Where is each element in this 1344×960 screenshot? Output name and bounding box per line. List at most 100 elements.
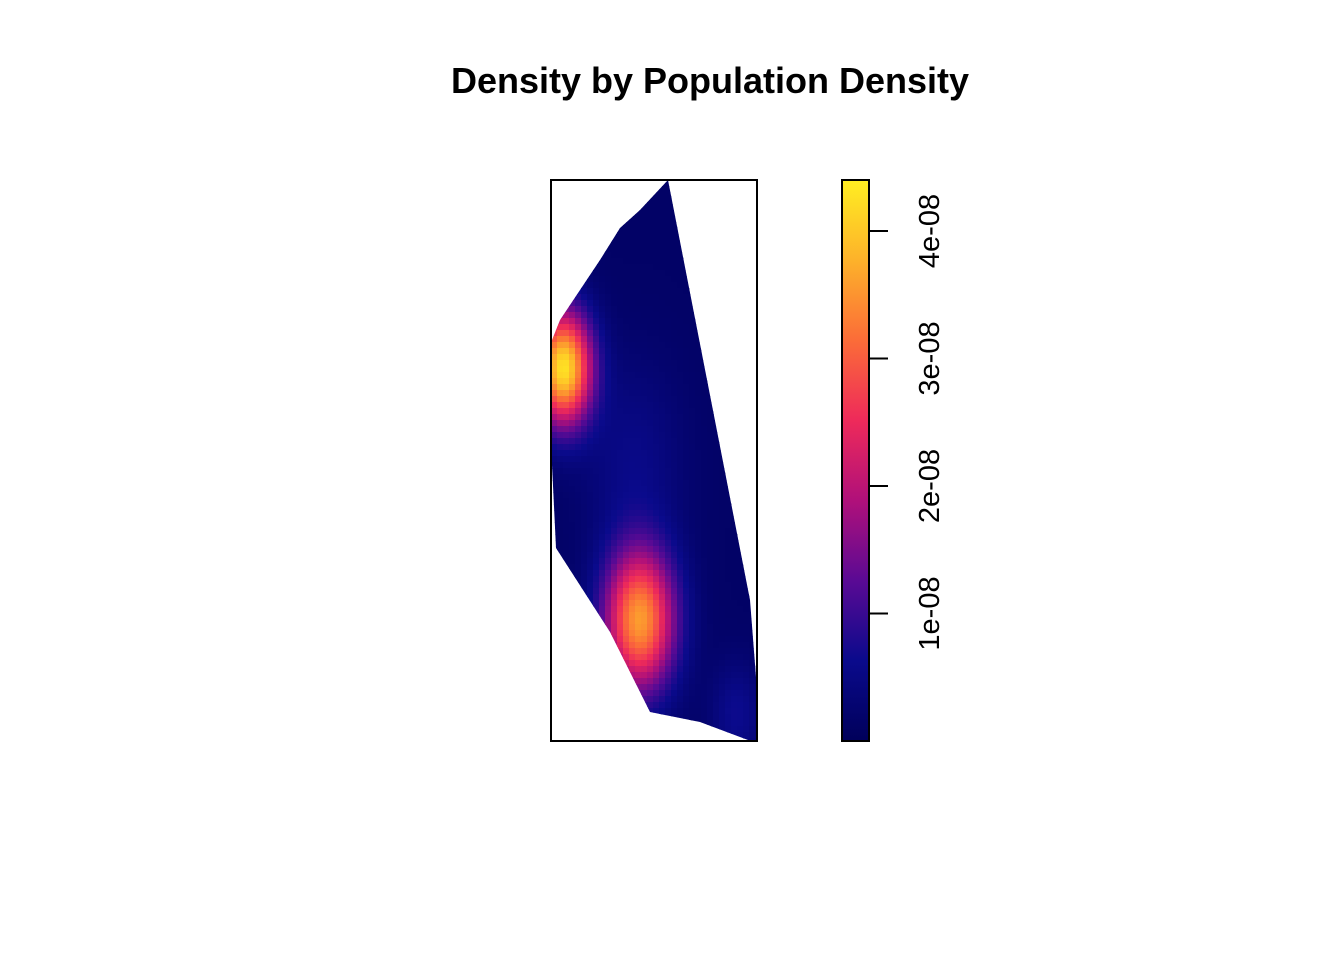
heatmap-cell xyxy=(749,522,756,529)
heatmap-cell xyxy=(659,426,666,433)
heatmap-cell xyxy=(665,300,672,307)
heatmap-cell xyxy=(641,288,648,295)
heatmap-cell xyxy=(599,666,606,673)
heatmap-cell xyxy=(701,360,708,367)
heatmap-cell xyxy=(725,282,732,289)
heatmap-cell xyxy=(671,678,678,685)
heatmap-cell xyxy=(569,492,576,499)
heatmap-cell xyxy=(552,420,558,427)
heatmap-cell xyxy=(719,240,726,247)
heatmap-cell xyxy=(599,570,606,577)
heatmap-cell xyxy=(575,528,582,535)
heatmap-cell xyxy=(599,588,606,595)
heatmap-cell xyxy=(563,366,570,373)
heatmap-cell xyxy=(677,618,684,625)
heatmap-cell xyxy=(743,192,750,199)
heatmap-cell xyxy=(617,402,624,409)
heatmap-cell xyxy=(635,648,642,655)
heatmap-cell xyxy=(581,246,588,253)
heatmap-cell xyxy=(641,384,648,391)
heatmap-cell xyxy=(641,324,648,331)
heatmap-cell xyxy=(599,426,606,433)
heatmap-cell xyxy=(713,480,720,487)
heatmap-cell xyxy=(599,432,606,439)
heatmap-cell xyxy=(725,348,732,355)
heatmap-cell xyxy=(587,594,594,601)
heatmap-cell xyxy=(647,402,654,409)
heatmap-cell xyxy=(695,654,702,661)
heatmap-cell xyxy=(707,504,714,511)
heatmap-cell xyxy=(725,588,732,595)
heatmap-cell xyxy=(725,624,732,631)
heatmap-cell xyxy=(575,564,582,571)
heatmap-cell xyxy=(611,426,618,433)
heatmap-cell xyxy=(707,186,714,193)
heatmap-cell xyxy=(749,240,756,247)
heatmap-cell xyxy=(569,528,576,535)
heatmap-cell xyxy=(575,654,582,661)
heatmap-cell xyxy=(755,732,757,739)
heatmap-cell xyxy=(659,582,666,589)
heatmap-cell xyxy=(707,552,714,559)
heatmap-cell xyxy=(599,222,606,229)
heatmap-cell xyxy=(575,324,582,331)
heatmap-cell xyxy=(623,714,630,721)
heatmap-cell xyxy=(737,330,744,337)
heatmap-cell xyxy=(659,348,666,355)
heatmap-cell xyxy=(599,612,606,619)
heatmap-cell xyxy=(575,666,582,673)
heatmap-cell xyxy=(587,684,594,691)
heatmap-cell xyxy=(575,228,582,235)
heatmap-cell xyxy=(641,720,648,727)
heatmap-cell xyxy=(743,474,750,481)
heatmap-cell xyxy=(635,390,642,397)
heatmap-cell xyxy=(659,588,666,595)
heatmap-cell xyxy=(623,438,630,445)
heatmap-cell xyxy=(581,438,588,445)
heatmap-cell xyxy=(605,564,612,571)
heatmap-cell xyxy=(653,306,660,313)
heatmap-cell xyxy=(719,216,726,223)
heatmap-cell xyxy=(731,510,738,517)
heatmap-cell xyxy=(695,702,702,709)
heatmap-cell xyxy=(671,600,678,607)
heatmap-cell xyxy=(605,672,612,679)
heatmap-cell xyxy=(713,396,720,403)
heatmap-cell xyxy=(689,450,696,457)
heatmap-cell xyxy=(659,264,666,271)
heatmap-cell xyxy=(611,414,618,421)
heatmap-cell xyxy=(689,348,696,355)
heatmap-cell xyxy=(569,318,576,325)
heatmap-cell xyxy=(695,462,702,469)
heatmap-cell xyxy=(593,630,600,637)
heatmap-cell xyxy=(725,330,732,337)
heatmap-cell xyxy=(587,702,594,709)
heatmap-cell xyxy=(647,630,654,637)
heatmap-cell xyxy=(641,708,648,715)
heatmap-cell xyxy=(623,246,630,253)
heatmap-cell xyxy=(575,552,582,559)
heatmap-cell xyxy=(701,648,708,655)
heatmap-cell xyxy=(677,438,684,445)
heatmap-cell xyxy=(743,228,750,235)
heatmap-cell xyxy=(755,612,757,619)
heatmap-cell xyxy=(671,420,678,427)
heatmap-cell xyxy=(749,324,756,331)
heatmap-cell xyxy=(635,636,642,643)
heatmap-cell xyxy=(593,324,600,331)
heatmap-cell xyxy=(575,426,582,433)
heatmap-cell xyxy=(617,348,624,355)
heatmap-cell xyxy=(611,444,618,451)
heatmap-cell xyxy=(701,324,708,331)
heatmap-cell xyxy=(713,390,720,397)
heatmap-cell xyxy=(725,432,732,439)
heatmap-cell xyxy=(569,654,576,661)
heatmap-cell xyxy=(683,624,690,631)
heatmap-cell xyxy=(689,510,696,517)
heatmap-cell xyxy=(623,360,630,367)
heatmap-cell xyxy=(731,282,738,289)
heatmap-cell xyxy=(755,456,757,463)
heatmap-cell xyxy=(647,396,654,403)
heatmap-cell xyxy=(653,390,660,397)
heatmap-cell xyxy=(563,444,570,451)
